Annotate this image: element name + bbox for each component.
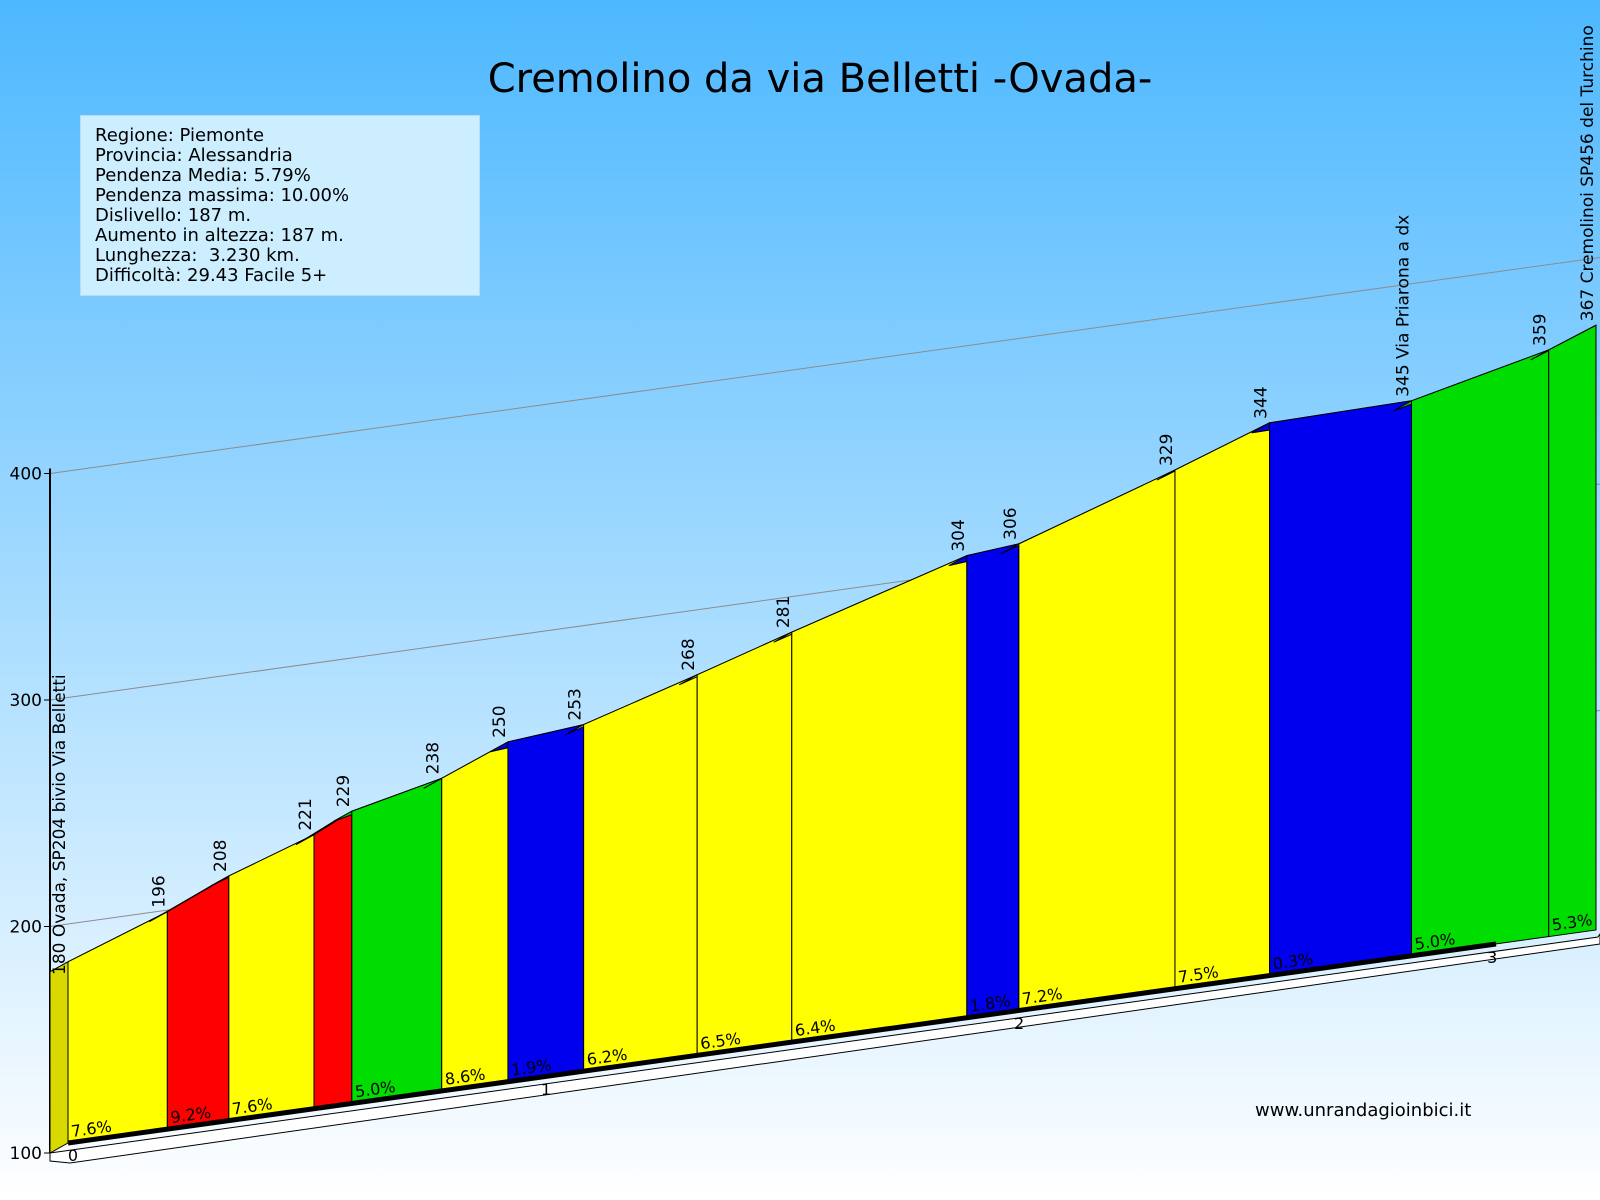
segment-front-face [228, 833, 315, 1122]
info-height-increase: Aumento in altezza: 187 m. [95, 225, 344, 246]
y-tick-label: 200 [10, 918, 42, 938]
elevation-label: 329 [1157, 434, 1177, 466]
elevation-label: 367 Cremolinoi SP456 del Turchino [1578, 25, 1598, 321]
start-side-face [49, 960, 69, 1154]
elevation-label: 268 [679, 638, 699, 670]
elevation-label: 208 [211, 840, 231, 872]
info-difficulty: Difficoltà: 29.43 Facile 5+ [95, 265, 328, 286]
segment-front-face [966, 543, 1020, 1019]
elevation-label: 344 [1252, 386, 1272, 418]
segment-front-face [1269, 400, 1413, 977]
elevation-label: 196 [149, 875, 169, 907]
elevation-label: 250 [490, 705, 510, 737]
elevation-label: 221 [296, 798, 316, 830]
info-length: Lunghezza: 3.230 km. [95, 245, 300, 266]
segment-front-face [696, 631, 793, 1056]
grid-lines: 100 200 300 400 [10, 256, 1600, 1164]
info-max-grade: Pendenza massima: 10.00% [95, 185, 350, 206]
segment-front-face [1018, 469, 1176, 1012]
segment-front-face [166, 875, 230, 1130]
segment-front-face [507, 723, 585, 1083]
elevation-label: 345 Via Priarona a dx [1394, 215, 1414, 397]
elevation-label: 281 [774, 596, 794, 628]
info-elevation-gain: Dislivello: 187 m. [95, 205, 252, 226]
x-tick-label: 1 [541, 1080, 551, 1099]
y-tick-label: 300 [10, 691, 42, 711]
segment-front-face [313, 810, 353, 1110]
info-region: Regione: Piemonte [95, 125, 265, 146]
segment-front-face [441, 741, 509, 1092]
info-average-grade: Pendenza Media: 5.79% [95, 165, 311, 186]
grid-line [49, 256, 1600, 474]
segment-front-face [1548, 324, 1597, 938]
x-tick-label: 3 [1487, 948, 1497, 967]
y-tick-label: 400 [10, 465, 42, 485]
website-label: www.unrandagioinbici.it [1255, 1100, 1472, 1121]
info-province: Provincia: Alessandria [95, 145, 293, 166]
x-tick-label: 0 [68, 1146, 78, 1165]
info-box: Regione: Piemonte Provincia: Alessandria… [80, 115, 480, 296]
elevation-label: 304 [949, 519, 969, 551]
profile-labels: 7.6%1969.2%2087.6%2212295.0%2388.6%2501.… [50, 25, 1598, 1165]
x-tick-label: 2 [1014, 1014, 1024, 1033]
elevation-label: 306 [1001, 507, 1021, 539]
start-label: 180 Ovada, SP204 bivio Via Belletti [50, 674, 70, 975]
segment-front-face [351, 777, 443, 1105]
elevation-label: 253 [566, 688, 586, 720]
segment-front-face [791, 554, 968, 1043]
y-tick-label: 100 [10, 1144, 42, 1164]
base-line [67, 941, 1497, 1146]
elevation-label: 238 [424, 742, 444, 774]
chart-title: Cremolino da via Belletti -Ovada- [488, 56, 1153, 102]
profile-blocks [49, 324, 1597, 1154]
base-plate [49, 933, 1600, 1164]
elevation-label: 229 [334, 775, 354, 807]
segment-front-face [1174, 422, 1271, 990]
segment-front-face [583, 674, 698, 1072]
elevation-label: 359 [1531, 314, 1551, 346]
segment-front-face [1411, 349, 1550, 957]
